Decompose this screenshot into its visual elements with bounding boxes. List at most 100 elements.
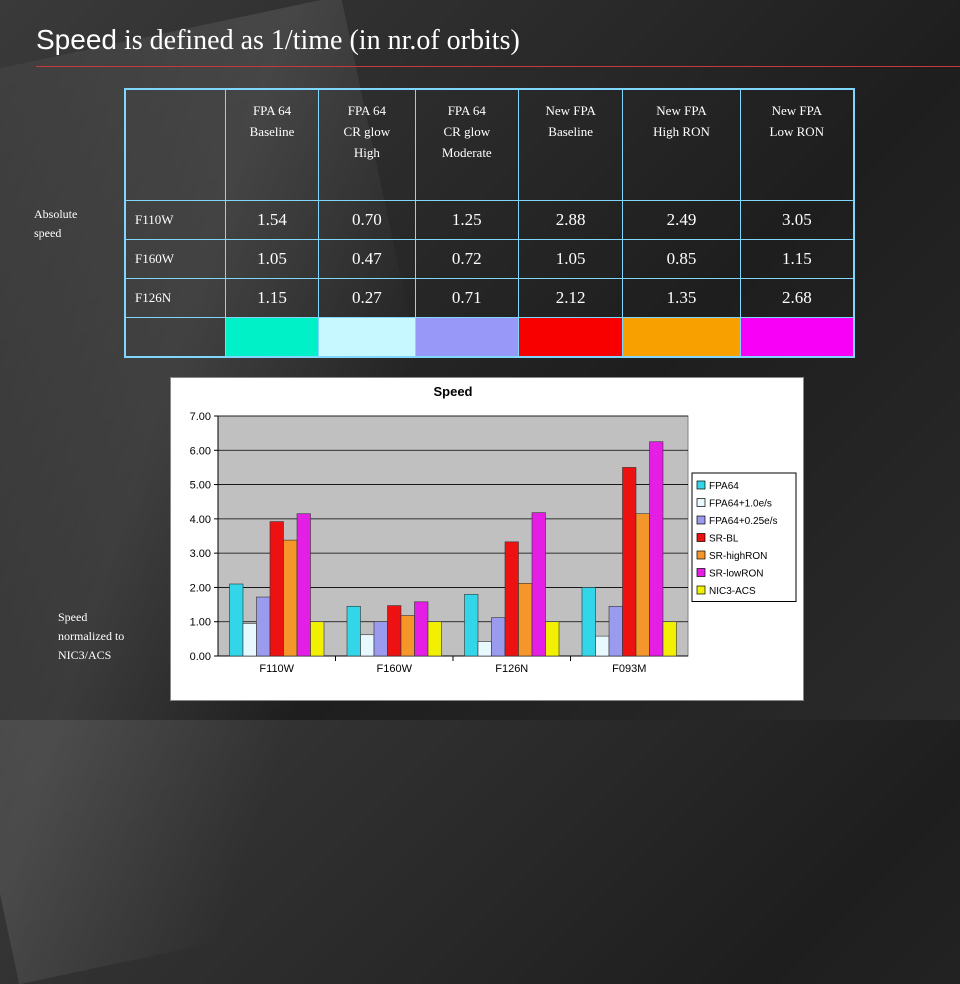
x-tick-label: F093M bbox=[612, 663, 646, 675]
y-tick-label: 7.00 bbox=[190, 411, 211, 423]
column-header: New FPA Baseline bbox=[517, 88, 624, 201]
table-cell: 0.47 bbox=[318, 239, 416, 279]
legend-swatch bbox=[696, 533, 706, 542]
table-cell: 3.05 bbox=[739, 200, 855, 240]
y-tick-label: 6.00 bbox=[190, 445, 211, 457]
bar bbox=[595, 635, 610, 657]
table-header-row: FPA 64 Baseline FPA 64 CR glow High FPA 64 C… bbox=[124, 88, 855, 201]
column-header-line: High RON bbox=[653, 124, 710, 139]
table-cell: 0.70 bbox=[318, 200, 416, 240]
bar bbox=[256, 596, 271, 657]
absolute-label-line: Absolute bbox=[34, 207, 78, 221]
bar bbox=[242, 623, 257, 657]
column-header: FPA 64 CR glow Moderate bbox=[414, 88, 519, 201]
legend-swatch bbox=[696, 498, 706, 507]
bar bbox=[649, 441, 664, 657]
table-cell: 2.68 bbox=[739, 278, 855, 318]
bar bbox=[414, 601, 429, 657]
normalized-speed-label: Speed normalized to NIC3/ACS bbox=[58, 608, 124, 665]
row-label: F126N bbox=[124, 278, 227, 318]
table-cell: 1.15 bbox=[225, 278, 320, 318]
legend-swatch bbox=[696, 568, 706, 577]
normalized-label-line: NIC3/ACS bbox=[58, 648, 112, 662]
column-header-line: CR glow bbox=[443, 124, 491, 139]
column-header-line: FPA 64 bbox=[347, 103, 386, 118]
bar bbox=[400, 615, 415, 657]
normalized-label-line: normalized to bbox=[58, 629, 125, 643]
bar bbox=[491, 617, 506, 657]
color-swatch bbox=[517, 317, 624, 358]
column-header: New FPA Low RON bbox=[739, 88, 855, 201]
color-swatch bbox=[225, 317, 320, 358]
y-tick-label: 5.00 bbox=[190, 480, 211, 492]
table-cell: 0.27 bbox=[318, 278, 416, 318]
bar bbox=[427, 621, 442, 657]
table-cell: 2.49 bbox=[622, 200, 741, 240]
table-cell: 1.05 bbox=[517, 239, 624, 279]
x-tick-label: F160W bbox=[377, 663, 413, 675]
bar bbox=[296, 513, 311, 657]
column-header-line: FPA 64 bbox=[447, 103, 486, 118]
y-tick-label: 0.00 bbox=[190, 651, 211, 663]
x-tick-label: F110W bbox=[259, 663, 294, 675]
bar bbox=[346, 605, 361, 657]
title-rest: is defined as 1/time (in nr.of orbits) bbox=[116, 25, 520, 56]
title-underline bbox=[36, 66, 960, 67]
bar bbox=[545, 621, 560, 657]
y-tick-label: 4.00 bbox=[190, 514, 211, 526]
table-cell: 0.72 bbox=[414, 239, 519, 279]
color-swatch bbox=[622, 317, 741, 358]
color-swatch bbox=[414, 317, 519, 358]
bar bbox=[360, 634, 375, 657]
column-header: New FPA High RON bbox=[622, 88, 741, 201]
column-header-line: New FPA bbox=[545, 103, 596, 118]
table-cell: 0.85 bbox=[622, 239, 741, 279]
legend-label: FPA64 bbox=[709, 481, 739, 492]
absolute-speed-table: FPA 64 Baseline FPA 64 CR glow High FPA 64 C… bbox=[124, 88, 855, 358]
y-tick-label: 3.00 bbox=[190, 548, 211, 560]
table-cell: 1.25 bbox=[414, 200, 519, 240]
speed-chart-svg: Speed 0.00 1.00 2.00 3.00 4.00 5.00 6.00 7.00 F11… bbox=[190, 384, 797, 675]
y-tick-label: 1.00 bbox=[190, 617, 211, 629]
bar bbox=[581, 587, 596, 657]
table-corner-cell bbox=[124, 88, 227, 201]
column-header: FPA 64 CR glow High bbox=[318, 88, 416, 201]
absolute-speed-label: Absolute speed bbox=[34, 205, 77, 243]
x-tick-label: F126N bbox=[495, 663, 528, 675]
bar bbox=[622, 467, 637, 657]
bar bbox=[310, 621, 325, 657]
bar bbox=[518, 583, 533, 657]
column-header-line: High bbox=[353, 145, 380, 160]
table-cell: 1.54 bbox=[225, 200, 320, 240]
bar bbox=[531, 512, 546, 657]
color-swatch bbox=[739, 317, 855, 358]
legend-box bbox=[691, 472, 797, 602]
legend-label: NIC3-ACS bbox=[709, 586, 756, 597]
legend-label: SR-highRON bbox=[709, 551, 767, 562]
bar bbox=[477, 641, 492, 657]
y-tick-label: 2.00 bbox=[190, 582, 211, 594]
bar bbox=[373, 621, 388, 657]
bar bbox=[283, 539, 298, 657]
table-cell: 1.15 bbox=[739, 239, 855, 279]
bar bbox=[608, 605, 623, 657]
legend-swatch bbox=[696, 550, 706, 560]
table-cell: 0.71 bbox=[414, 278, 519, 318]
bar bbox=[387, 605, 402, 657]
legend-swatch bbox=[696, 585, 706, 595]
legend-swatch bbox=[696, 480, 706, 490]
color-swatch bbox=[318, 317, 416, 358]
bar bbox=[464, 593, 479, 657]
column-header-line: CR glow bbox=[343, 124, 391, 139]
bar bbox=[662, 621, 677, 657]
chart-title: Speed bbox=[433, 384, 472, 399]
table-row: F110W 1.54 0.70 1.25 2.88 2.49 3.05 bbox=[124, 200, 855, 240]
table-cell: 1.05 bbox=[225, 239, 320, 279]
table-row: F126N 1.15 0.27 0.71 2.12 1.35 2.68 bbox=[124, 278, 855, 318]
slide-title: Speed is defined as 1/time (in nr.of orb… bbox=[36, 24, 520, 57]
column-header-line: Baseline bbox=[548, 124, 594, 139]
column-header-line: Baseline bbox=[249, 124, 295, 139]
table-row: F160W 1.05 0.47 0.72 1.05 0.85 1.15 bbox=[124, 239, 855, 279]
column-header-line: FPA 64 bbox=[252, 103, 292, 118]
bar bbox=[229, 583, 244, 657]
